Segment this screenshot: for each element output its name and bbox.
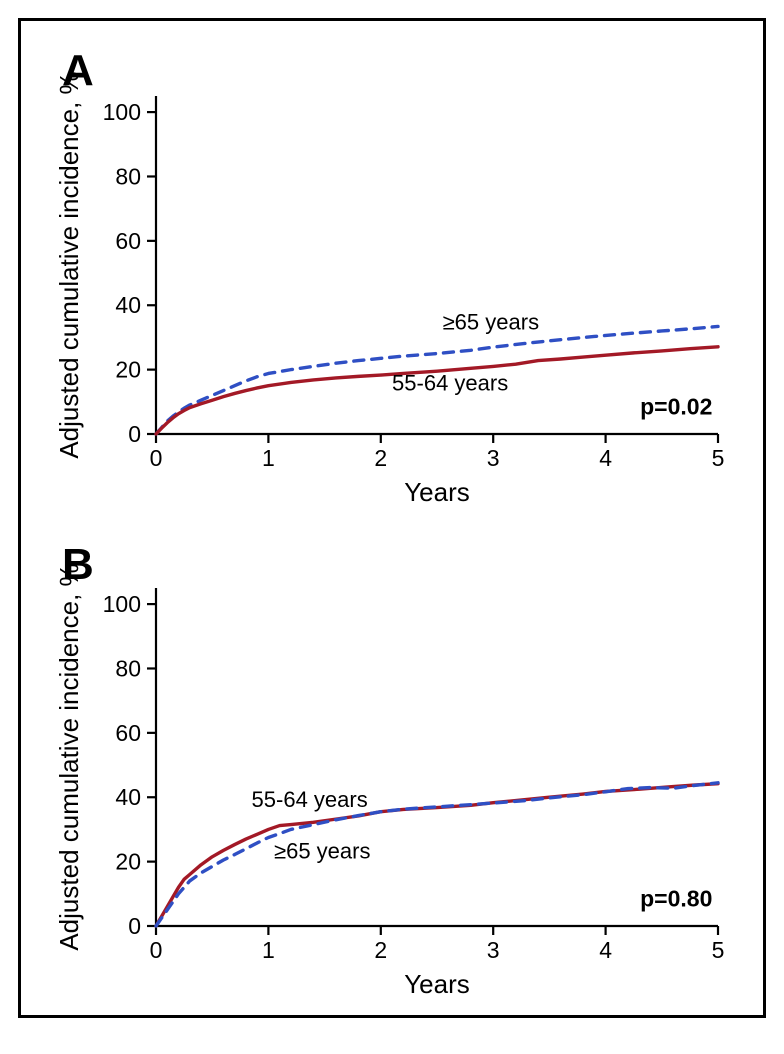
figure-root: A 020406080100012345YearsAdjusted cumula…	[0, 0, 784, 1036]
panel-a-letter: A	[62, 46, 94, 96]
outer-frame	[18, 18, 766, 1018]
panel-b-letter: B	[62, 540, 94, 590]
